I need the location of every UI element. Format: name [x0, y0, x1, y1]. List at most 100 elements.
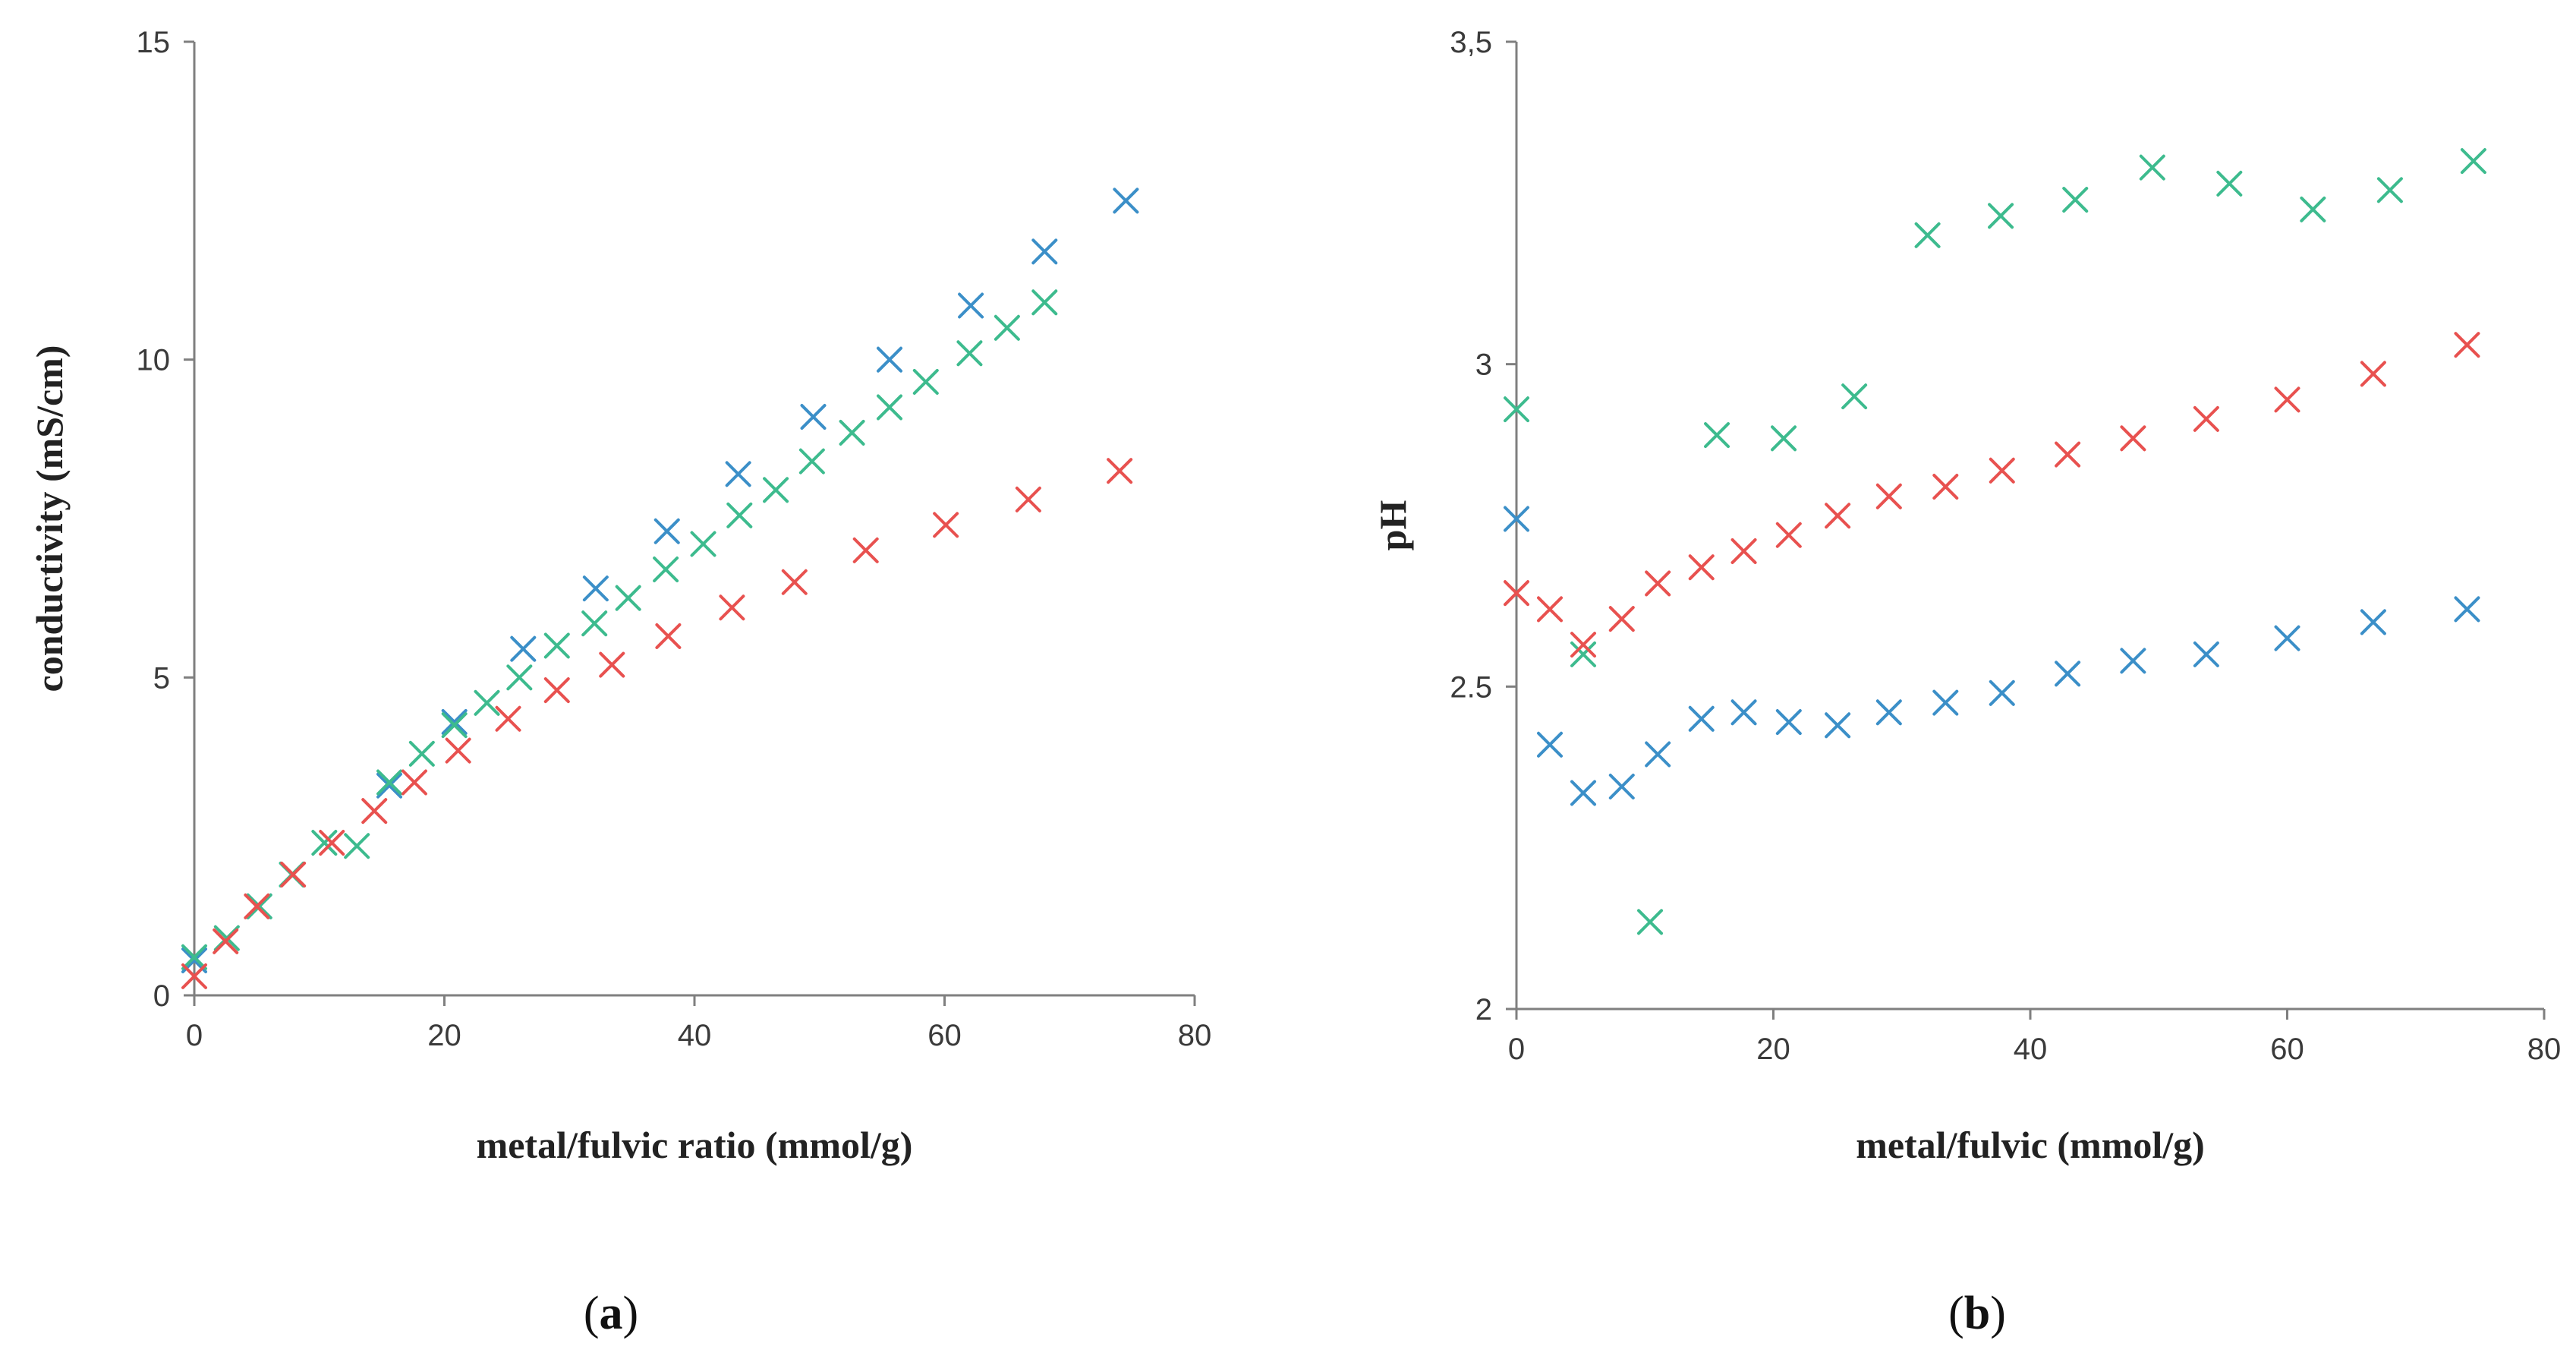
- data-point: [2062, 187, 2089, 213]
- data-point: [2300, 196, 2326, 222]
- data-point: [246, 893, 272, 919]
- data-point: [1932, 474, 1959, 500]
- panel-b-series-3: [1504, 332, 2480, 658]
- data-point: [2454, 332, 2480, 358]
- data-point: [1875, 483, 1902, 509]
- data-point: [1875, 699, 1902, 726]
- panel-b-x-tick-label: 0: [1508, 1033, 1525, 1066]
- data-point: [1570, 641, 1597, 667]
- data-point: [726, 502, 753, 528]
- data-point: [1704, 422, 1730, 449]
- panel-b-label: (b): [1948, 1288, 2006, 1339]
- data-point: [581, 610, 608, 637]
- data-point: [1504, 506, 1529, 532]
- data-point: [2460, 148, 2486, 175]
- data-point: [599, 651, 625, 678]
- panel-a-y-axis-title: conductivity (mS/cm): [28, 345, 71, 692]
- data-point: [2139, 154, 2165, 181]
- data-point: [1608, 606, 1635, 632]
- panel-a-x-tick-label: 0: [186, 1019, 203, 1052]
- data-point: [1688, 705, 1715, 732]
- data-point: [1914, 222, 1941, 248]
- data-point: [244, 893, 270, 919]
- data-point: [213, 928, 239, 954]
- data-point: [1537, 596, 1563, 623]
- panel-b-marks: [1504, 148, 2486, 935]
- data-point: [839, 419, 865, 446]
- panel-a-x-axis-title: metal/fulvic ratio (mmol/g): [477, 1124, 913, 1166]
- panel-a-x-tick-label: 60: [927, 1019, 962, 1052]
- panel-b-series-1: [1504, 506, 2480, 806]
- panel-b-letter: b: [1964, 1288, 1990, 1339]
- data-point: [376, 769, 403, 796]
- data-point: [1537, 731, 1563, 758]
- data-point: [1841, 383, 1868, 410]
- panel-b-ticks: 0 20 40 60 80 2 2.5 3 3,5: [1450, 26, 2561, 1066]
- data-point: [690, 531, 716, 557]
- data-point: [474, 689, 500, 716]
- data-point: [852, 537, 879, 563]
- panel-a-ticks: 0 20 40 60 80 0 5 10 15: [137, 26, 1212, 1052]
- data-point: [800, 404, 827, 430]
- data-point: [408, 740, 435, 767]
- data-point: [401, 769, 427, 796]
- panel-b-series-2: [1504, 148, 2486, 935]
- data-point: [1113, 188, 1139, 214]
- data-point: [933, 512, 959, 538]
- panel-a-y-tick-label: 5: [153, 661, 170, 695]
- data-point: [582, 575, 609, 602]
- data-point: [877, 394, 903, 421]
- data-point: [1775, 709, 1802, 736]
- panel-a-y-tick-label: 0: [153, 979, 170, 1013]
- data-point: [1107, 458, 1133, 484]
- data-point: [344, 833, 370, 859]
- panel-a-x-tick-label: 40: [678, 1019, 712, 1052]
- data-point: [763, 477, 789, 503]
- data-point: [2274, 625, 2300, 651]
- panel-b-y-axis-title: pH: [1371, 500, 1414, 551]
- data-point: [1730, 699, 1757, 726]
- panel-a-series-3: [181, 458, 1133, 989]
- data-point: [2120, 648, 2146, 674]
- data-point: [1825, 712, 1851, 739]
- panel-b-y-tick-label: 2: [1475, 993, 1492, 1026]
- data-point: [543, 677, 570, 704]
- data-point: [1570, 780, 1597, 806]
- panel-a-label: (a): [584, 1288, 638, 1339]
- data-point: [181, 963, 207, 989]
- data-point: [510, 635, 537, 662]
- data-point: [495, 705, 521, 732]
- data-point: [2376, 177, 2403, 203]
- data-point: [1645, 741, 1671, 768]
- data-point: [441, 708, 468, 735]
- data-point: [2055, 661, 2081, 687]
- data-point: [506, 664, 533, 691]
- data-point: [543, 632, 570, 659]
- panel-a-marks: [181, 188, 1139, 989]
- panel-a-x-tick-label: 80: [1178, 1019, 1212, 1052]
- data-point: [1031, 289, 1058, 316]
- panel-a-letter: a: [600, 1288, 623, 1339]
- data-point: [445, 737, 471, 764]
- data-point: [1015, 486, 1041, 512]
- data-point: [958, 292, 984, 319]
- data-point: [2193, 405, 2219, 432]
- data-point: [1932, 689, 1959, 716]
- data-point: [441, 712, 468, 739]
- data-point: [311, 830, 338, 856]
- data-point: [781, 569, 808, 595]
- panel-b-x-tick-label: 40: [2014, 1033, 2048, 1066]
- data-point: [725, 461, 751, 487]
- panel-b-y-tick-label: 2.5: [1450, 670, 1492, 704]
- data-point: [1825, 503, 1851, 529]
- data-point: [2193, 641, 2219, 667]
- data-point: [1688, 554, 1715, 581]
- data-point: [376, 772, 403, 799]
- panel-a-y-tick-label: 15: [137, 26, 171, 59]
- data-point: [2274, 386, 2300, 413]
- data-point: [319, 830, 345, 856]
- data-point: [2360, 361, 2386, 387]
- panel-a-x-tick-label: 20: [427, 1019, 461, 1052]
